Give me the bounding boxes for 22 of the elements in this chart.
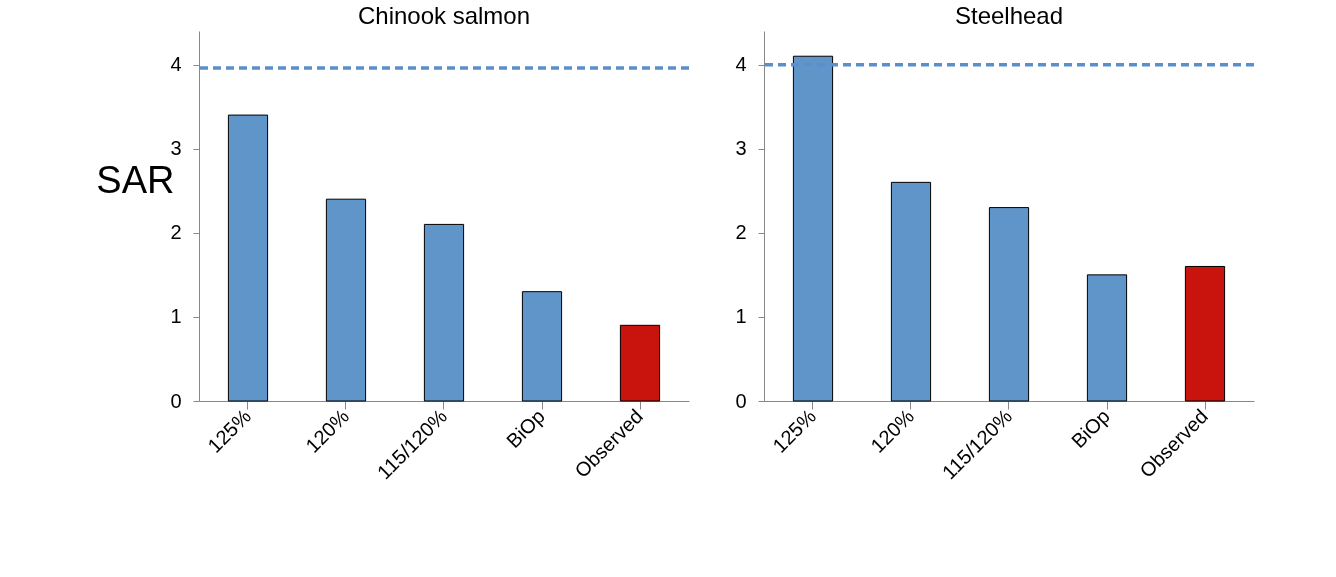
y-tick-label: 4 — [735, 53, 747, 76]
y-tick-label: 3 — [170, 137, 182, 160]
bar — [890, 181, 932, 402]
y-tick-label: 3 — [735, 137, 747, 160]
bar — [423, 223, 465, 402]
chart-title: Chinook salmon — [357, 2, 531, 29]
chart-title: Steelhead — [954, 2, 1064, 29]
y-tick-label: 4 — [170, 53, 182, 76]
bar — [521, 291, 563, 402]
bar — [1184, 265, 1226, 402]
y-tick-label: 1 — [170, 305, 182, 328]
y-tick-label: 2 — [170, 221, 182, 244]
y-tick-label: 1 — [735, 305, 747, 328]
bar — [227, 114, 269, 402]
bar — [619, 324, 661, 402]
y-tick-label: 2 — [735, 221, 747, 244]
y-tick-label: 0 — [170, 389, 182, 412]
bar — [325, 198, 367, 402]
y-tick-label: 0 — [735, 389, 747, 412]
y-axis-title: SAR — [96, 158, 175, 201]
bar — [988, 207, 1030, 402]
bar — [1086, 274, 1128, 402]
